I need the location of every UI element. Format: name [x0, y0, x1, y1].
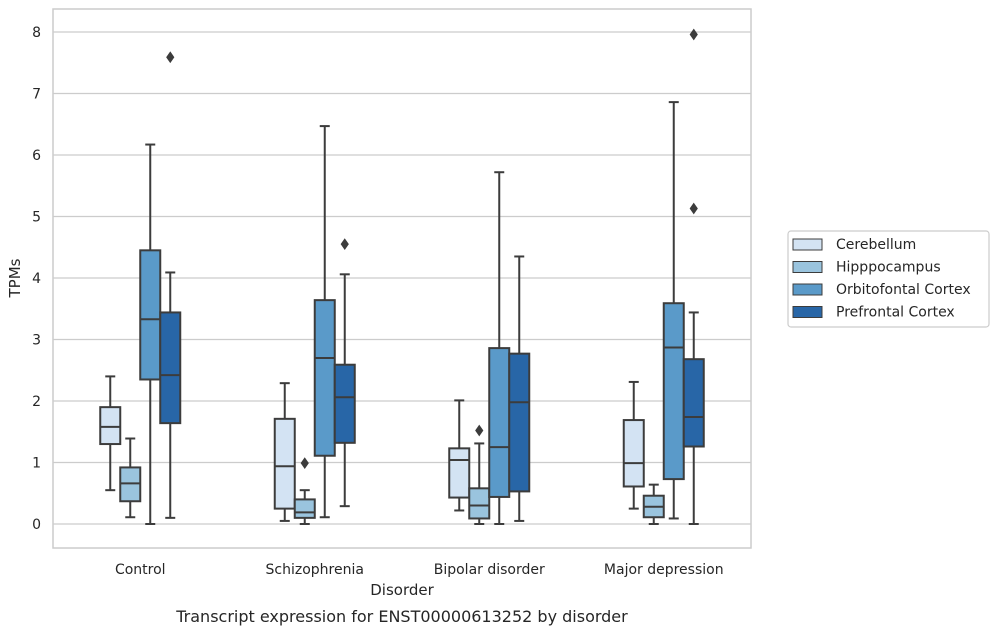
axes: 0 1 2 3 4 5 6 7 8 Control Schizophrenia Bipolar dis…: [32, 8, 752, 578]
box-prefrontal-cortex: [682, 28, 705, 525]
box-iqr: [313, 299, 336, 457]
box-hipppocampus: [293, 457, 316, 525]
box-hipppocampus: [642, 483, 665, 525]
legend-label: Hipppocampus: [836, 260, 941, 276]
box-iqr: [333, 363, 356, 444]
y-tick-label: 7: [32, 87, 41, 103]
x-axis-label: Disorder: [370, 581, 434, 599]
legend-swatch: [792, 261, 823, 273]
box-iqr: [468, 487, 491, 520]
box-iqr: [622, 419, 645, 488]
outlier-marker: [340, 238, 349, 251]
box-prefrontal-cortex: [508, 255, 531, 522]
box-prefrontal-cortex: [159, 51, 182, 519]
outlier-marker: [300, 457, 309, 469]
box-orbitofontal-cortex: [662, 101, 685, 520]
box-iqr: [508, 352, 531, 493]
legend-label: Prefrontal Cortex: [836, 305, 955, 321]
y-axis-label: TPMs: [6, 258, 24, 298]
legend-frame: [787, 230, 990, 328]
box-iqr: [448, 447, 471, 499]
box-cerebellum: [273, 382, 296, 522]
box-orbitofontal-cortex: [488, 171, 511, 525]
y-tick-label: 1: [32, 456, 41, 472]
outlier-marker: [475, 424, 484, 437]
box-iqr: [139, 249, 162, 381]
y-tick-label: 8: [32, 25, 41, 41]
box-groups: [99, 28, 705, 525]
x-tick-label: Bipolar disorder: [434, 562, 545, 578]
legend-swatch: [792, 306, 823, 318]
box-cerebellum: [448, 399, 471, 512]
outlier-marker: [689, 28, 698, 41]
box-hipppocampus: [468, 424, 491, 525]
plot-frame: [52, 8, 752, 549]
x-tick-label: Major depression: [604, 562, 724, 578]
box-iqr: [273, 417, 296, 510]
y-tick-label: 5: [32, 210, 41, 226]
box-cerebellum: [99, 375, 122, 492]
y-tick-label: 2: [32, 394, 41, 410]
legend-label: Cerebellum: [836, 237, 916, 253]
y-tick-label: 4: [32, 271, 41, 287]
box-iqr: [682, 358, 705, 448]
legend: Cerebellum Hipppocampus Orbitofontal Corte…: [787, 230, 990, 328]
box-orbitofontal-cortex: [313, 125, 336, 519]
y-tick-label: 3: [32, 333, 41, 349]
chart-caption: Transcript expression for ENST0000061325…: [175, 607, 628, 626]
y-tick-label: 6: [32, 148, 41, 164]
legend-swatch: [792, 283, 823, 296]
box-hipppocampus: [119, 437, 142, 519]
box-iqr: [662, 302, 685, 481]
legend-swatch: [792, 238, 823, 251]
box-iqr: [99, 406, 122, 446]
outlier-marker: [689, 202, 698, 215]
box-iqr: [159, 311, 182, 425]
y-tick-label: 0: [32, 517, 41, 533]
box-iqr: [293, 498, 316, 519]
box-prefrontal-cortex: [333, 238, 356, 508]
x-tick-label: Control: [115, 562, 166, 578]
x-tick-label: Schizophrenia: [266, 562, 364, 578]
box-orbitofontal-cortex: [139, 143, 162, 525]
box-cerebellum: [622, 380, 645, 510]
box-iqr: [488, 347, 511, 498]
outlier-marker: [166, 51, 175, 64]
legend-label: Orbitofontal Cortex: [836, 282, 971, 298]
